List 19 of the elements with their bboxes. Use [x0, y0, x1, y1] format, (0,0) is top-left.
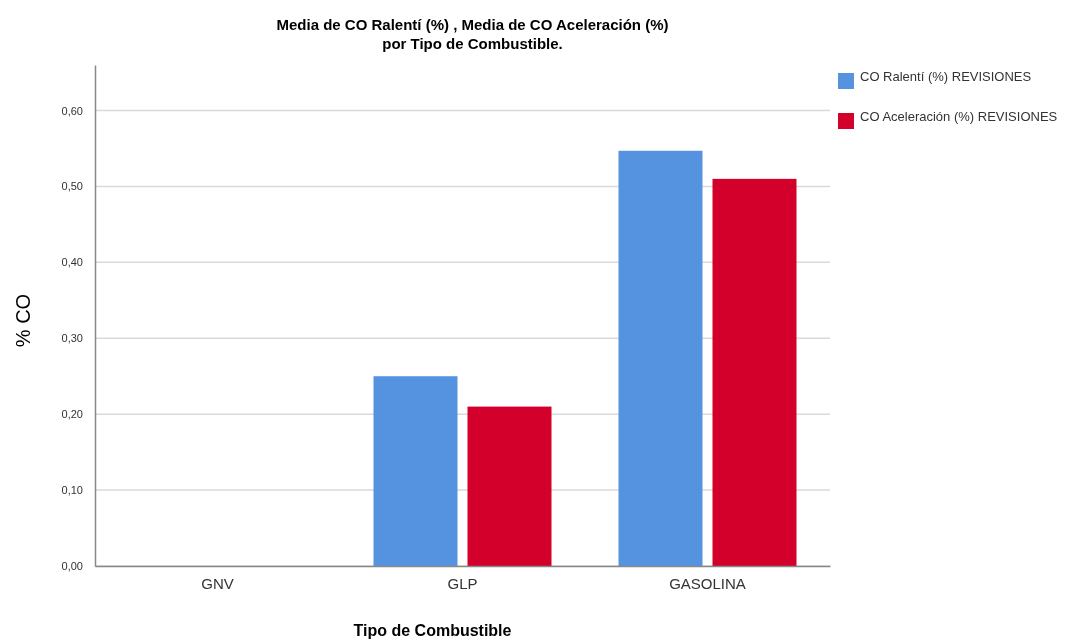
y-tick-label: 0,20 [61, 408, 83, 421]
y-tick-label: 0,30 [61, 332, 83, 345]
bar [712, 178, 797, 566]
legend-label: CO Ralentí (%) REVISIONES [860, 69, 1032, 84]
chart-title: Media de CO Ralentí (%) , Media de CO Aceleración (%) por Tipo de Combustible. [276, 16, 669, 52]
bar [467, 406, 552, 566]
bar [618, 150, 703, 566]
x-tick-label: GLP [447, 574, 478, 592]
y-tick-label: 0,50 [61, 180, 83, 193]
x-tick-label: GASOLINA [669, 574, 746, 592]
y-tick-label: 0,60 [61, 104, 83, 117]
x-axis-title: Tipo de Combustible [353, 622, 512, 639]
y-axis-title: % CO [12, 293, 34, 348]
y-tick-label: 0,40 [61, 256, 83, 269]
x-tick-label: GNV [201, 574, 234, 592]
legend-label: CO Aceleración (%) REVISIONES [860, 109, 1058, 124]
bar [373, 376, 458, 566]
y-tick-label: 0,00 [61, 560, 83, 573]
y-tick-label: 0,10 [61, 484, 83, 497]
